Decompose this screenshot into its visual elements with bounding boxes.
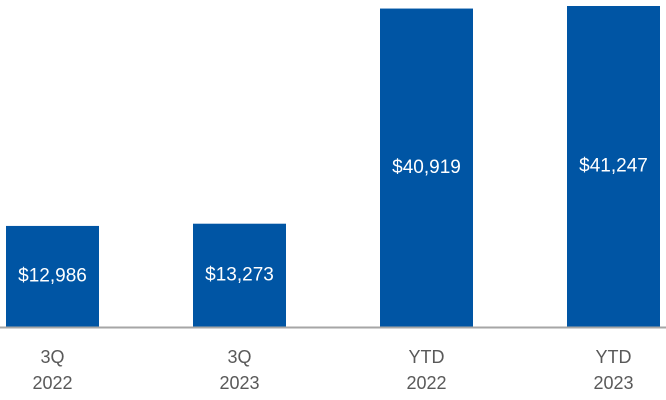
x-tick-label: YTD (409, 347, 445, 367)
x-tick-label: 3Q (227, 347, 251, 367)
x-tick-label: YTD (596, 347, 632, 367)
x-tick-label: 2022 (406, 373, 446, 393)
bar-value-label: $41,247 (579, 156, 648, 177)
x-tick-label: 2023 (593, 373, 633, 393)
labels-group: $12,986 3Q 2022 $13,273 3Q 2023 $40,919 YTD 2022… (18, 156, 648, 393)
bar-value-label: $12,986 (18, 265, 87, 286)
bar-2 (193, 223, 286, 327)
bar-3 (380, 8, 473, 328)
bar-4 (567, 6, 660, 327)
bar-value-label: $40,919 (392, 157, 461, 178)
x-tick-label: 2022 (32, 373, 72, 393)
bar-1 (6, 225, 99, 327)
x-tick-label: 3Q (40, 347, 64, 367)
bars-group (6, 6, 660, 328)
x-tick-label: 2023 (219, 373, 259, 393)
bar-value-label: $13,273 (205, 264, 274, 285)
